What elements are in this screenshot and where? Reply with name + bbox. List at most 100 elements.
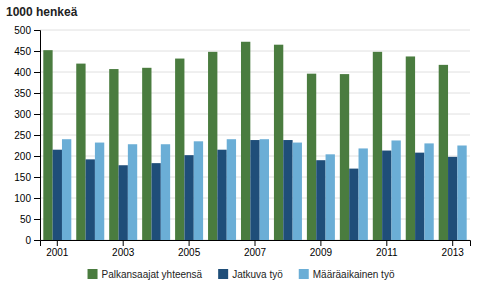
grid-line <box>40 72 470 73</box>
bar <box>62 139 71 240</box>
legend-label: Määräaikainen työ <box>313 269 395 280</box>
grid-line <box>40 51 470 52</box>
title: 1000 henkeä <box>6 5 78 19</box>
tick-mark <box>34 51 40 52</box>
tick-mark <box>386 240 387 246</box>
y-axis: 0 50 100 150 200 250 300 350 400 450 500 <box>14 25 40 246</box>
tick: 50 <box>20 214 40 225</box>
tick-label: 350 <box>14 88 31 99</box>
bar <box>260 139 269 240</box>
bar <box>274 45 283 240</box>
bars <box>43 42 466 240</box>
bar <box>86 159 95 240</box>
tick-label: 2001 <box>46 247 69 258</box>
legend-label: Jatkuva työ <box>232 269 283 280</box>
tick: 0 <box>25 235 40 246</box>
bar <box>293 143 302 240</box>
bar <box>406 56 415 240</box>
tick-label: 2011 <box>376 247 398 258</box>
bar <box>382 151 391 240</box>
bar <box>373 52 382 240</box>
legend-label: Palkansaajat yhteensä <box>102 269 203 280</box>
tick-label: 50 <box>20 214 32 225</box>
grid-line <box>40 93 470 94</box>
bar <box>241 42 250 240</box>
bar <box>194 141 203 240</box>
legend-swatch <box>218 269 228 279</box>
bar <box>95 143 104 240</box>
bar <box>359 148 368 240</box>
tick-mark <box>34 135 40 136</box>
bar <box>448 157 457 240</box>
chart: 0501001502002503003504004505002001200320… <box>0 0 482 290</box>
tick-label: 0 <box>25 235 31 246</box>
bar <box>316 160 325 240</box>
legend-swatch <box>299 269 309 279</box>
tick-mark <box>34 72 40 73</box>
tick-mark <box>255 240 256 246</box>
tick: 200 <box>14 151 40 162</box>
bar <box>109 69 118 240</box>
grid-line <box>40 114 470 115</box>
tick-label: 300 <box>14 109 31 120</box>
tick: 450 <box>14 46 40 57</box>
bar <box>76 64 85 240</box>
grid <box>40 30 470 240</box>
tick-mark <box>452 240 453 246</box>
bar <box>151 163 160 240</box>
legend-item: Palkansaajat yhteensä <box>88 269 203 280</box>
tick-mark <box>34 30 40 31</box>
tick-label: 2009 <box>310 247 333 258</box>
tick-label: 150 <box>14 172 31 183</box>
bar <box>208 52 217 240</box>
axis-line <box>41 241 471 247</box>
bar <box>307 74 316 240</box>
bar <box>340 74 349 240</box>
tick: 150 <box>14 172 40 183</box>
grid-line <box>40 135 470 136</box>
plot: 0501001502002503003504004505002001200320… <box>14 25 470 258</box>
axis-line <box>34 31 41 241</box>
bar <box>53 150 62 240</box>
legend-item: Määräaikainen työ <box>299 269 395 280</box>
tick: 350 <box>14 88 40 99</box>
bar <box>415 153 424 240</box>
bar <box>391 140 400 240</box>
bar <box>326 154 335 240</box>
bar <box>349 169 358 240</box>
bar <box>457 146 466 241</box>
x-axis: 2001 2003 2005 2007 2009 2011 2013 <box>41 240 471 258</box>
series <box>62 139 467 240</box>
bar <box>439 65 448 240</box>
grid-line <box>40 30 470 31</box>
tick-mark <box>189 240 190 246</box>
tick: 500 <box>14 25 40 36</box>
tick-label: 2007 <box>244 247 267 258</box>
bar <box>250 140 259 240</box>
bar <box>128 144 137 240</box>
tick-label: 100 <box>14 193 31 204</box>
tick-label: 400 <box>14 67 31 78</box>
legend-item: Jatkuva työ <box>218 269 283 280</box>
tick-mark <box>320 240 321 246</box>
tick: 2005 <box>178 240 201 258</box>
tick-label: 500 <box>14 25 31 36</box>
bar <box>283 140 292 240</box>
tick-label: 450 <box>14 46 31 57</box>
tick-mark <box>34 177 40 178</box>
bar <box>119 165 128 240</box>
legend: Palkansaajat yhteensä Jatkuva työ Määräaik… <box>88 269 395 280</box>
tick: 300 <box>14 109 40 120</box>
tick: 2011 <box>376 240 398 258</box>
tick: 2003 <box>112 240 135 258</box>
tick: 2007 <box>244 240 267 258</box>
tick-label: 2003 <box>112 247 135 258</box>
bar <box>217 150 226 240</box>
tick-label: 250 <box>14 130 31 141</box>
tick: 100 <box>14 193 40 204</box>
tick: 2001 <box>46 240 69 258</box>
tick-label: 2013 <box>442 247 465 258</box>
tick-mark <box>34 240 40 241</box>
tick: 250 <box>14 130 40 141</box>
tick-mark <box>34 114 40 115</box>
